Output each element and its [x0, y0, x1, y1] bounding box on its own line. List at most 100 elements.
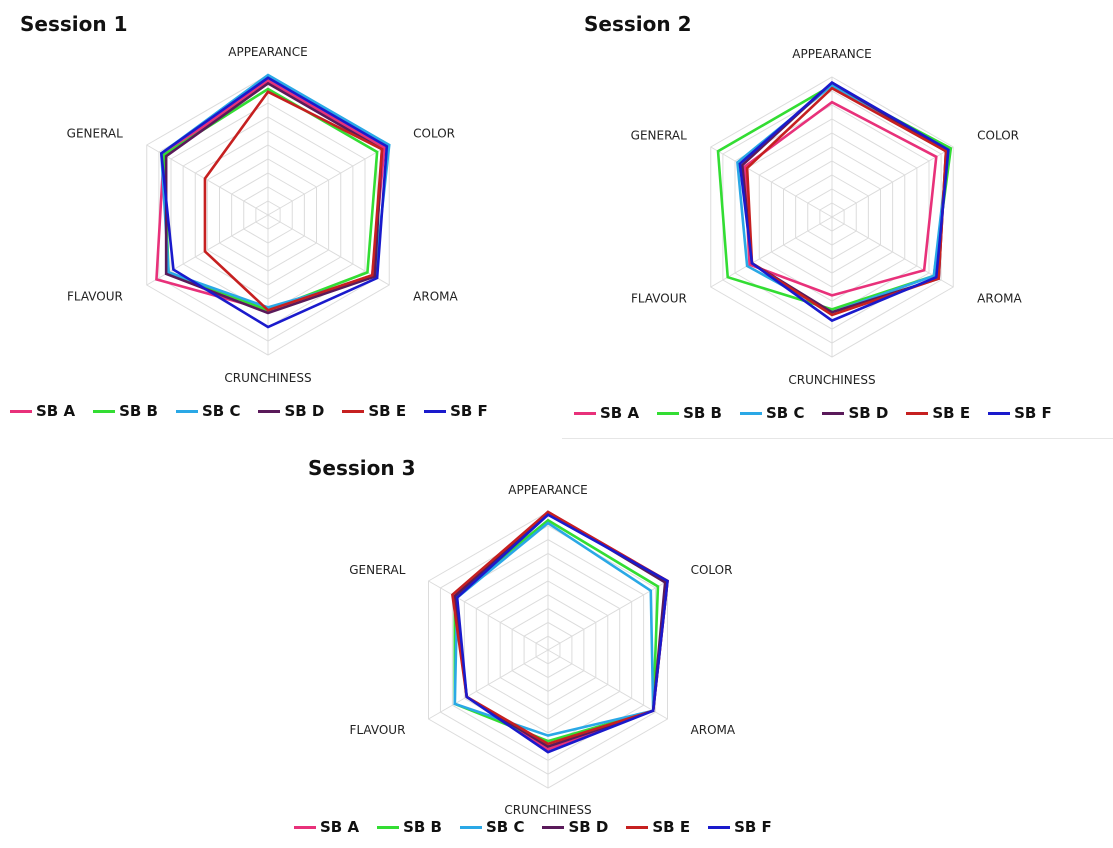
legend-label: SB E [368, 402, 407, 420]
legend-label: SB F [450, 402, 488, 420]
legend-item-sb-f: SB F [424, 402, 488, 420]
axis-label-flavour: FLAVOUR [350, 723, 406, 737]
axis-spoke [710, 216, 833, 288]
series-sb-a [155, 79, 386, 312]
axis-label-flavour: FLAVOUR [67, 290, 123, 304]
legend-item-sb-d: SB D [822, 404, 888, 422]
legend: SB A SB B SB C SB D SB E SB F [10, 402, 506, 420]
axis-label-color: COLOR [413, 127, 455, 141]
legend-swatch [708, 825, 731, 829]
legend-swatch [822, 411, 845, 415]
divider [562, 438, 1113, 439]
series-sb-a [743, 100, 938, 297]
axis-label-aroma: AROMA [413, 290, 458, 304]
legend-item-sb-f: SB F [708, 818, 772, 836]
legend-label: SB C [485, 818, 525, 836]
legend: SB A SB B SB C SB D SB E SB F [294, 818, 790, 836]
axis-spoke [831, 146, 954, 218]
session-2-chart: Session 2 APPEARANCE COLOR AROMA CRUNCHINES… [562, 0, 1113, 440]
series-sb-f [159, 76, 389, 329]
axis-label-crunchiness: CRUNCHINESS [224, 371, 311, 385]
legend-swatch [739, 411, 762, 415]
legend-item-sb-d: SB D [542, 818, 608, 836]
axis-spoke [267, 214, 390, 286]
legend-item-sb-c: SB C [739, 404, 804, 422]
axis-label-color: COLOR [691, 563, 733, 577]
legend-swatch [906, 411, 929, 415]
chart-title: Session 2 [584, 12, 692, 36]
legend-label: SB B [403, 818, 442, 836]
axis-spoke [428, 649, 549, 720]
legend-item-sb-e: SB E [626, 818, 690, 836]
axis-spoke [428, 580, 549, 651]
legend-swatch [542, 825, 565, 829]
series-sb-b [716, 83, 953, 311]
series-sb-e [203, 90, 384, 312]
series-sb-e [745, 86, 948, 317]
radar-plot: APPEARANCE COLOR AROMA CRUNCHINESS FLAVOUR GE… [67, 45, 459, 385]
legend-label: SB B [119, 402, 158, 420]
legend-label: SB A [36, 402, 76, 420]
legend-swatch [93, 409, 116, 413]
axis-label-appearance: APPEARANCE [792, 47, 871, 61]
legend-label: SB D [568, 818, 609, 836]
legend-swatch [459, 825, 482, 829]
legend-swatch [657, 411, 680, 415]
axis-label-crunchiness: CRUNCHINESS [788, 373, 875, 387]
axis-label-color: COLOR [977, 129, 1019, 143]
legend-swatch [988, 411, 1011, 415]
axis-spoke [710, 146, 833, 218]
legend-label: SB E [652, 818, 691, 836]
legend-swatch [342, 409, 365, 413]
legend-item-sb-b: SB B [657, 404, 722, 422]
legend-label: SB C [201, 402, 241, 420]
session-1-chart: Session 1 APPEARANCE COLOR AROMA CRUNCHINES… [0, 0, 556, 430]
legend-item-sb-a: SB A [294, 818, 359, 836]
series-sb-d [453, 510, 667, 749]
legend-item-sb-a: SB A [10, 402, 75, 420]
radar-plot: APPEARANCE COLOR AROMA CRUNCHINESS FLAVOUR GE… [631, 47, 1023, 387]
axis-label-general: GENERAL [67, 127, 124, 141]
series-sb-f [455, 513, 669, 754]
axis-label-flavour: FLAVOUR [631, 292, 687, 306]
legend-swatch [258, 409, 281, 413]
legend-item-sb-b: SB B [93, 402, 158, 420]
legend-swatch [10, 409, 32, 413]
axis-label-general: GENERAL [349, 563, 406, 577]
legend-item-sb-f: SB F [988, 404, 1052, 422]
series-sb-f [738, 81, 950, 323]
legend-item-sb-d: SB D [258, 402, 324, 420]
legend-item-sb-c: SB C [459, 818, 525, 836]
chart-title: Session 3 [308, 456, 416, 480]
legend-label: SB A [320, 818, 360, 836]
legend-swatch [175, 409, 198, 413]
session-3-chart: Session 3 APPEARANCE COLOR AROMA CRUNCHINES… [280, 440, 840, 848]
legend: SB A SB B SB C SB D SB E SB F [574, 404, 1070, 422]
legend-item-sb-a: SB A [574, 404, 639, 422]
axis-label-appearance: APPEARANCE [228, 45, 307, 59]
axis-label-aroma: AROMA [977, 292, 1022, 306]
axis-spoke [547, 649, 668, 720]
legend-label: SB F [734, 818, 772, 836]
legend-swatch [424, 409, 447, 413]
legend-label: SB F [1014, 404, 1052, 422]
chart-title: Session 1 [20, 12, 128, 36]
legend-label: SB B [683, 404, 722, 422]
axis-spoke [267, 144, 390, 216]
axis-label-general: GENERAL [631, 129, 688, 143]
axis-label-crunchiness: CRUNCHINESS [504, 803, 591, 817]
legend-swatch [377, 825, 400, 829]
legend-label: SB D [848, 404, 889, 422]
legend-swatch [626, 825, 649, 829]
legend-item-sb-c: SB C [175, 402, 241, 420]
legend-item-sb-e: SB E [342, 402, 406, 420]
legend-label: SB E [932, 404, 971, 422]
radar-plot: APPEARANCE COLOR AROMA CRUNCHINESS FLAVOUR GE… [349, 483, 736, 817]
axis-spoke [547, 580, 668, 651]
legend-item-sb-e: SB E [906, 404, 970, 422]
legend-label: SB A [600, 404, 640, 422]
axis-label-appearance: APPEARANCE [508, 483, 587, 497]
legend-swatch [294, 825, 316, 829]
axis-label-aroma: AROMA [691, 723, 736, 737]
legend-label: SB D [284, 402, 325, 420]
